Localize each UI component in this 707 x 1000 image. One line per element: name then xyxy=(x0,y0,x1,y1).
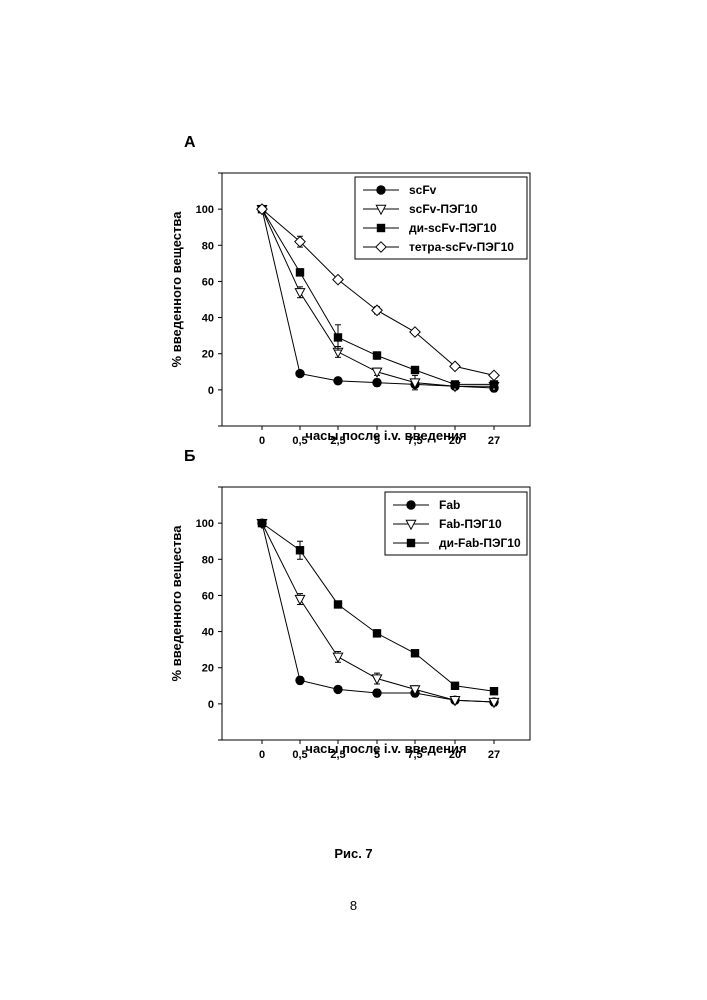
data-point xyxy=(451,682,459,690)
y-tick-label: 0 xyxy=(208,699,214,711)
data-point xyxy=(296,546,304,554)
data-point xyxy=(333,653,342,662)
data-point xyxy=(411,649,419,657)
figure-caption: Рис. 7 xyxy=(0,846,707,861)
x-axis-label: часы после i.v. введения xyxy=(305,741,466,756)
y-axis: 0 20 40 60 80 100 xyxy=(196,487,222,740)
data-point xyxy=(334,600,342,608)
y-axis-label: % введенного вещества xyxy=(169,525,184,682)
legend-label: Fab-ПЭГ10 xyxy=(439,517,502,531)
chart-b: 02040608010000,52,557,52027часы после i.… xyxy=(0,0,707,780)
data-point xyxy=(296,676,304,684)
data-point xyxy=(490,687,498,695)
legend-label: ди-Fab-ПЭГ10 xyxy=(439,536,521,550)
legend-label: Fab xyxy=(439,498,460,512)
legend: Fab Fab-ПЭГ10 ди-Fab-ПЭГ10 xyxy=(385,492,527,555)
x-tick-label: 0 xyxy=(259,749,265,761)
legend-marker xyxy=(407,501,415,509)
data-point xyxy=(258,519,266,527)
page-number: 8 xyxy=(0,898,707,913)
x-tick-label: 27 xyxy=(488,749,500,761)
data-point xyxy=(334,685,342,693)
y-tick-label: 80 xyxy=(202,554,214,566)
legend-marker xyxy=(407,539,415,547)
data-point xyxy=(373,629,381,637)
y-tick-label: 60 xyxy=(202,590,214,602)
data-point xyxy=(373,689,381,697)
y-tick-label: 100 xyxy=(196,518,214,530)
y-tick-label: 20 xyxy=(202,663,214,675)
data-point xyxy=(295,595,304,604)
y-tick-label: 40 xyxy=(202,627,214,639)
